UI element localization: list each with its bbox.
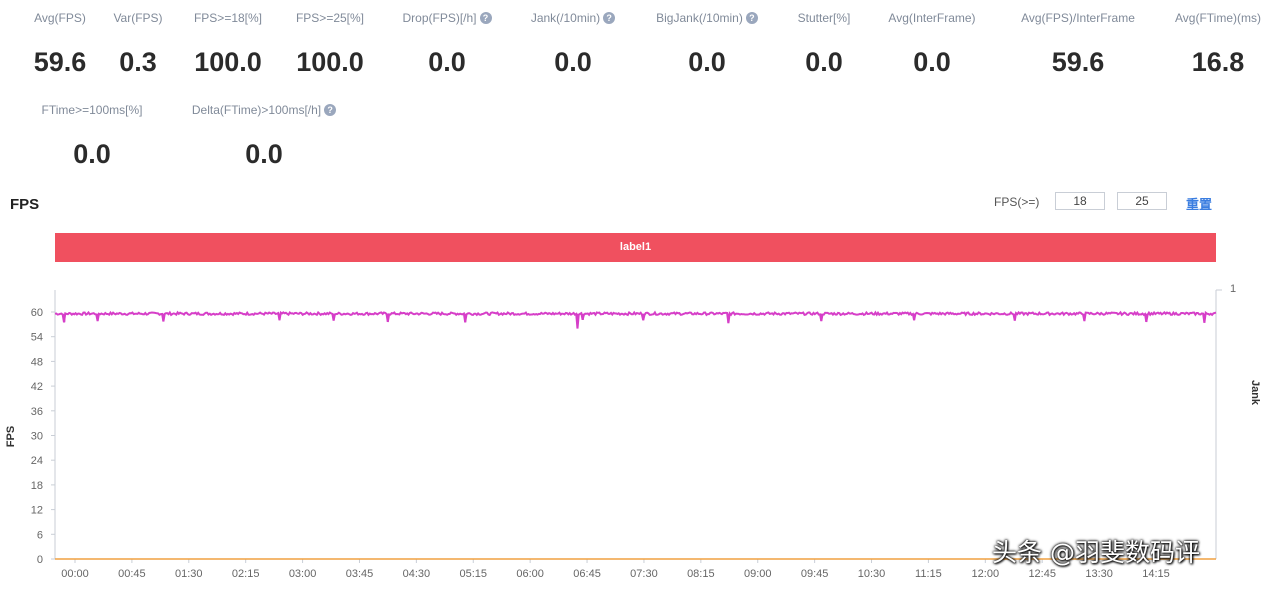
metric-11: Avg(FTime)(ms) 16.8 [1165,11,1271,83]
metric-6: Jank(/10min) 0.0 [522,11,624,83]
y-tick-label: 12 [31,505,43,517]
y-tick-label: 60 [31,307,43,319]
metric-value: 0.3 [119,47,157,77]
metric-label-text: Avg(FTime)(ms) [1175,11,1261,25]
y-tick-label: 24 [31,455,43,467]
metric-label-text: Drop(FPS)[/h] [402,11,477,25]
metric-label: FTime>=100ms[%] [30,103,154,117]
x-tick-label: 10:30 [858,568,886,580]
metric-value: 0.0 [245,139,283,169]
metric-label-text: Jank(/10min) [530,11,601,25]
metric-label-text: FTime>=100ms[%] [41,103,143,117]
metric-label: Avg(FPS)/InterFrame [1005,11,1151,25]
metric-label-text: Avg(FPS)/InterFrame [1021,11,1135,25]
metric-value: 100.0 [296,47,364,77]
metric-label: BigJank(/10min) [645,11,769,25]
metric-2: Delta(FTime)>100ms[/h] 0.0 [176,103,352,175]
metric-1: Avg(FPS) 59.6 [30,11,90,83]
metric-value: 59.6 [1051,47,1105,77]
metric-label-text: Delta(FTime)>100ms[/h] [191,103,322,117]
fps-threshold-low-input[interactable] [1055,192,1105,210]
metric-label: Jank(/10min) [522,11,624,25]
metric-label-text: FPS>=25[%] [295,11,365,25]
label-bar[interactable]: label1 [55,233,1216,262]
metric-label: Stutter[%] [789,11,859,25]
watermark: 头条 @羽斐数码评 [992,538,1200,567]
y2-axis-label: Jank [1249,380,1261,406]
x-tick-label: 06:45 [573,568,601,580]
x-tick-label: 09:45 [801,568,829,580]
metric-label: FPS>=25[%] [290,11,370,25]
x-tick-label: 07:30 [630,568,658,580]
y-tick-label: 18 [31,480,43,492]
metric-10: Avg(FPS)/InterFrame 59.6 [1005,11,1151,83]
metric-label: Delta(FTime)>100ms[/h] [176,103,352,117]
info-icon[interactable] [324,104,337,116]
metric-1: FTime>=100ms[%] 0.0 [30,103,154,175]
metric-label: Avg(InterFrame) [878,11,986,25]
metric-2: Var(FPS) 0.3 [112,11,164,83]
info-icon[interactable] [745,12,758,24]
x-tick-label: 13:30 [1085,568,1113,580]
x-tick-label: 08:15 [687,568,715,580]
x-tick-label: 09:00 [744,568,772,580]
metric-value: 59.6 [33,47,87,77]
metric-label-text: Avg(InterFrame) [888,11,976,25]
x-tick-label: 00:00 [61,568,89,580]
metric-label-text: Var(FPS) [113,11,163,25]
y2-tick-label: 1 [1230,283,1236,295]
metric-8: Stutter[%] 0.0 [789,11,859,83]
x-tick-label: 06:00 [516,568,544,580]
y-tick-label: 30 [31,431,43,443]
x-tick-label: 05:15 [459,568,487,580]
x-tick-label: 01:30 [175,568,203,580]
metric-label-text: Avg(FPS) [34,11,86,25]
info-icon[interactable] [603,12,616,24]
metric-9: Avg(InterFrame) 0.0 [878,11,986,83]
y-tick-label: 48 [31,356,43,368]
metric-value: 100.0 [194,47,262,77]
metric-label: Avg(FTime)(ms) [1165,11,1271,25]
metric-5: Drop(FPS)[/h] 0.0 [393,11,501,83]
x-tick-label: 03:00 [289,568,317,580]
metric-value: 0.0 [73,139,111,169]
y-tick-label: 54 [31,332,43,344]
metric-4: FPS>=25[%] 100.0 [290,11,370,83]
metric-value: 0.0 [554,47,592,77]
metric-label-text: BigJank(/10min) [656,11,743,25]
metric-label: Var(FPS) [112,11,164,25]
fps-series-line [54,310,1217,329]
metric-3: FPS>=18[%] 100.0 [186,11,270,83]
y-axis-label: FPS [5,426,17,447]
fps-filter-label: FPS(>=) [994,195,1040,209]
x-tick-label: 03:45 [346,568,374,580]
x-tick-label: 02:15 [232,568,260,580]
metric-value: 0.0 [688,47,726,77]
fps-threshold-high-input[interactable] [1117,192,1167,210]
y-tick-label: 42 [31,381,43,393]
metric-value: 0.0 [913,47,951,77]
y-tick-label: 0 [37,554,43,566]
x-tick-label: 12:00 [972,568,1000,580]
x-tick-label: 11:15 [915,568,942,580]
metric-value: 16.8 [1191,47,1245,77]
metric-label: FPS>=18[%] [186,11,270,25]
metric-label-text: Stutter[%] [797,11,851,25]
chart-title: FPS [10,196,40,213]
fps-line-chart: 0 6 12 18 24 30 36 42 48 54 60 1 FPS Jank 00:00 00:45 01… [5,283,1261,580]
metric-label: Drop(FPS)[/h] [393,11,501,25]
metric-value: 0.0 [428,47,466,77]
metric-label-text: FPS>=18[%] [193,11,263,25]
reset-button[interactable]: 重置 [1186,197,1213,212]
x-tick-label: 14:15 [1142,568,1170,580]
x-tick-label: 00:45 [118,568,146,580]
y-tick-label: 6 [37,529,43,541]
x-tick-label: 04:30 [403,568,431,580]
metric-label: Avg(FPS) [30,11,90,25]
info-icon[interactable] [479,12,492,24]
x-tick-label: 12:45 [1028,568,1056,580]
y-tick-label: 36 [31,406,43,418]
metric-value: 0.0 [805,47,843,77]
metric-7: BigJank(/10min) 0.0 [645,11,769,83]
